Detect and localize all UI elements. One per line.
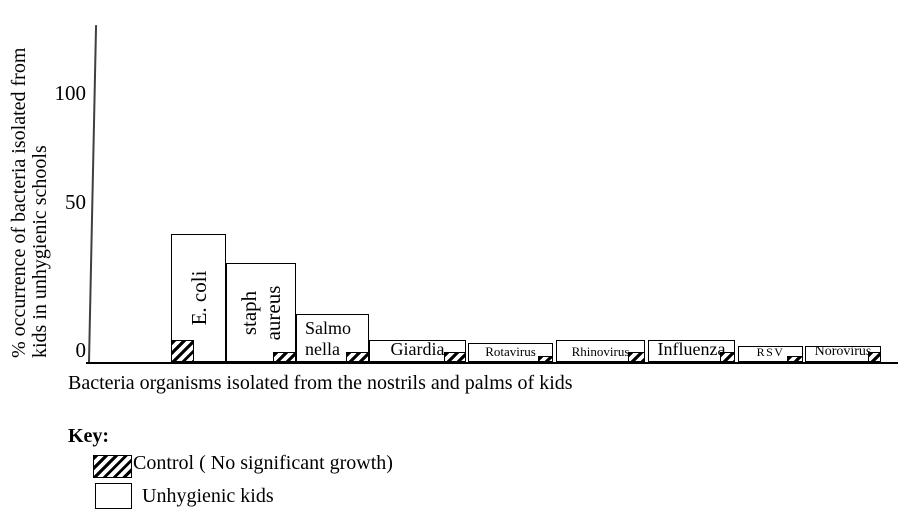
bar-label: Rhinovirus bbox=[571, 344, 630, 359]
bar-control bbox=[273, 352, 296, 362]
bar-unhygienic: RSV bbox=[738, 345, 803, 362]
legend-title: Key: bbox=[68, 425, 110, 447]
x-axis-title: Bacteria organisms isolated from the nos… bbox=[68, 372, 573, 394]
y-tick-label: 50 bbox=[65, 190, 86, 214]
bar-label: Influenza bbox=[657, 339, 726, 359]
bar-label: Rotavirus bbox=[485, 344, 536, 359]
bar-unhygienic: Norovirus bbox=[805, 344, 881, 362]
bar-unhygienic: Rotavirus bbox=[468, 343, 553, 362]
bar-control bbox=[628, 352, 645, 362]
bar-label: Giardia bbox=[390, 339, 445, 359]
legend-swatch-unhygienic bbox=[95, 483, 132, 509]
y-axis-title-line2: kids in unhygienic schools bbox=[29, 145, 51, 358]
x-axis-line bbox=[86, 362, 898, 364]
bar-control bbox=[346, 352, 369, 362]
bar-label: staph aureus bbox=[237, 285, 285, 340]
bar-control bbox=[787, 356, 803, 362]
y-tick-label: 100 bbox=[54, 81, 87, 105]
y-tick-label: 0 bbox=[75, 338, 87, 362]
bar-label: RSV bbox=[756, 345, 785, 359]
legend-label-unhygienic: Unhygienic kids bbox=[142, 485, 274, 507]
bar-control bbox=[868, 352, 881, 362]
bar-unhygienic: Influenza bbox=[648, 339, 735, 362]
y-axis-title: % occurrence of bacteria isolated from k… bbox=[8, 8, 51, 358]
bar-control bbox=[171, 340, 194, 362]
y-axis-title-line1: % occurrence of bacteria isolated from bbox=[8, 47, 30, 358]
bar-label: E. coli bbox=[186, 270, 211, 326]
bar-control bbox=[720, 352, 735, 362]
y-axis-line bbox=[88, 25, 97, 363]
bar-label: Norovirus bbox=[814, 344, 872, 359]
bar-control bbox=[538, 356, 553, 362]
legend-swatch-control bbox=[93, 455, 132, 478]
bar-unhygienic: staph aureus bbox=[226, 263, 296, 362]
bar-control bbox=[444, 352, 466, 362]
legend-label-control: Control ( No significant growth) bbox=[133, 452, 393, 474]
bar-unhygienic: Giardia bbox=[369, 339, 466, 362]
bar-unhygienic: Rhinovirus bbox=[556, 340, 645, 362]
bar-label: Salmo nella bbox=[305, 318, 352, 359]
